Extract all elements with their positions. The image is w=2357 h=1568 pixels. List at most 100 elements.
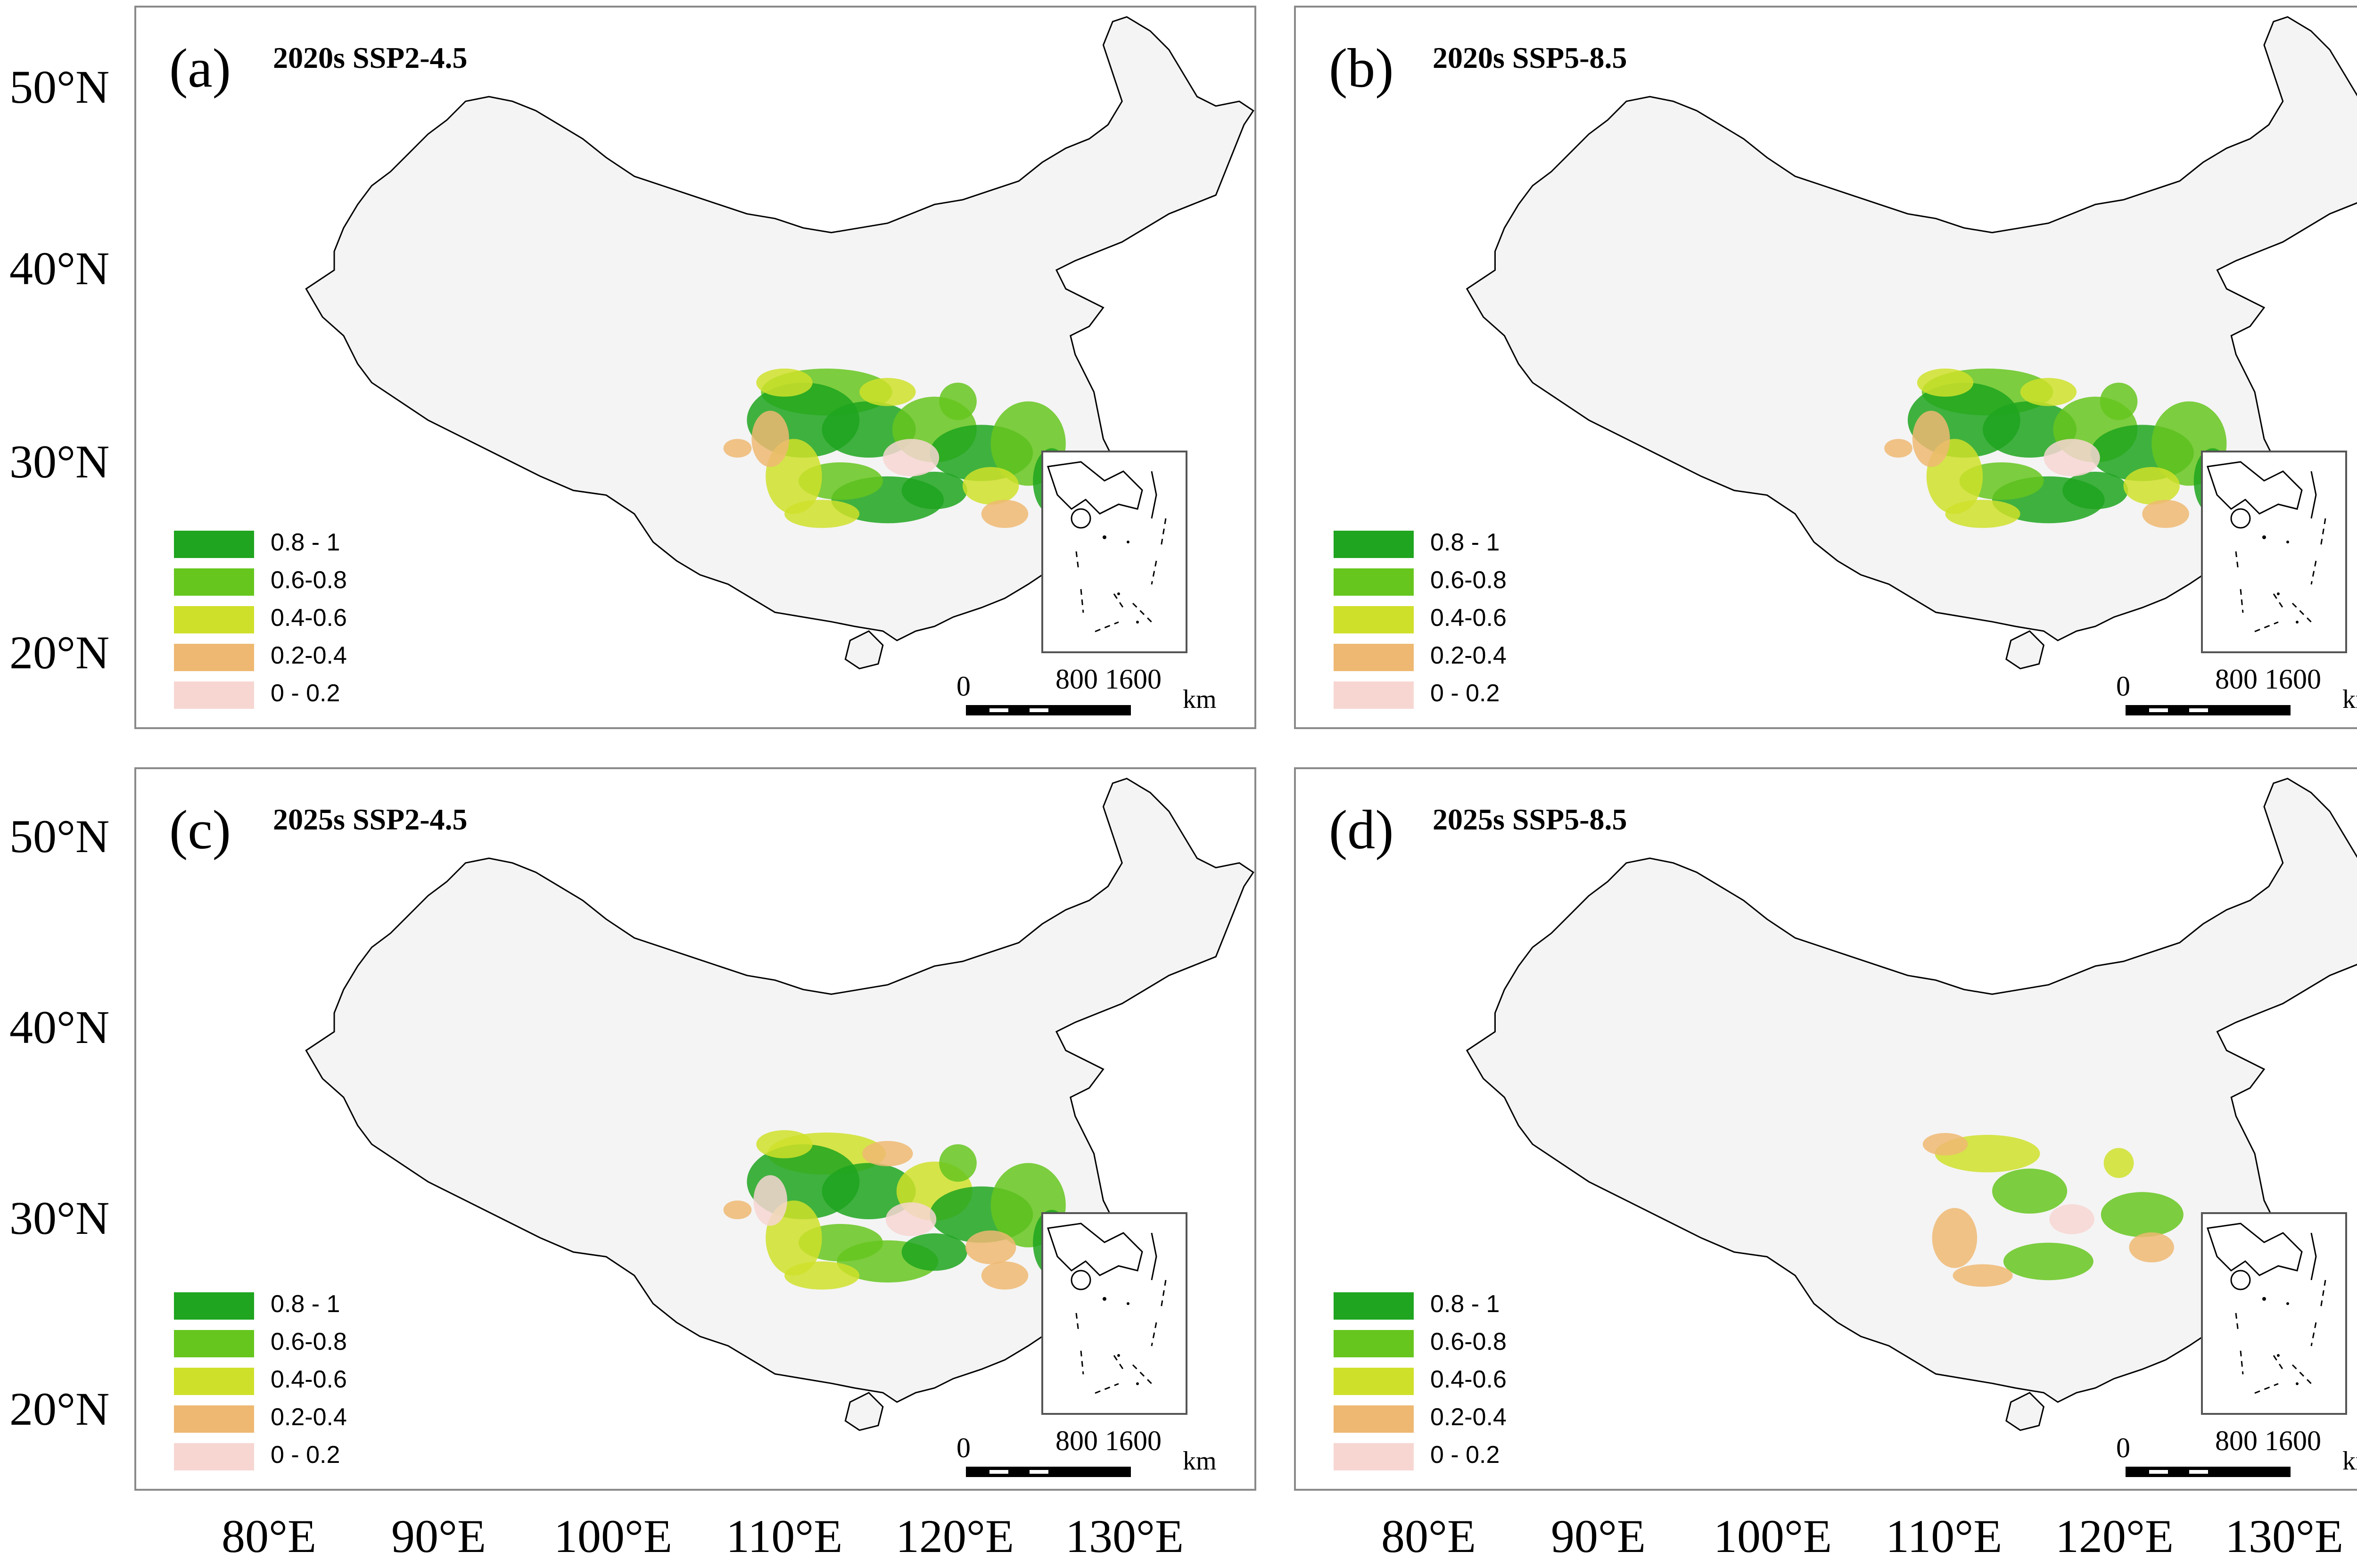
suitability-patch bbox=[756, 1130, 813, 1158]
legend-label: 0.4-0.6 bbox=[1430, 604, 1507, 632]
legend-swatch bbox=[174, 1405, 254, 1433]
legend-swatch bbox=[174, 568, 254, 596]
suitability-patch bbox=[901, 471, 967, 509]
legend-item: 0 - 0.2 bbox=[1334, 677, 1532, 710]
lat-label-40-top: 40°N bbox=[9, 242, 110, 295]
suitability-patch bbox=[756, 368, 813, 397]
legend-item: 0.6-0.8 bbox=[1334, 1325, 1532, 1358]
suitability-patch bbox=[723, 1200, 752, 1219]
lon-label: 90°E bbox=[1551, 1510, 1646, 1562]
legend-label: 0.8 - 1 bbox=[1430, 1290, 1500, 1318]
lon-label: 100°E bbox=[1714, 1510, 1832, 1562]
map-panel-c: (c) 2025s SSP2-4.5 0.8 - 1 0.6-0.8 0.4-0.6 0.… bbox=[134, 767, 1256, 1491]
legend-label: 0.2-0.4 bbox=[271, 642, 347, 669]
legend-label: 0.2-0.4 bbox=[1430, 642, 1507, 669]
legend: 0.8 - 1 0.6-0.8 0.4-0.6 0.2-0.4 0 - 0.2 bbox=[1334, 526, 1532, 714]
suitability-patch bbox=[1945, 500, 2020, 528]
lon-label: 130°E bbox=[2225, 1510, 2344, 1562]
legend-item: 0.8 - 1 bbox=[174, 526, 372, 559]
panel-title: 2025s SSP5-8.5 bbox=[1433, 803, 1627, 836]
suitability-patch bbox=[2142, 500, 2189, 528]
south-china-sea-inset bbox=[1041, 451, 1187, 653]
legend-label: 0.2-0.4 bbox=[271, 1404, 347, 1431]
suitability-patch bbox=[882, 439, 940, 476]
scale-segment bbox=[1030, 1470, 1048, 1474]
legend-label: 0.6-0.8 bbox=[1430, 1328, 1507, 1355]
legend-label: 0.6-0.8 bbox=[271, 566, 347, 594]
legend-item: 0 - 0.2 bbox=[174, 677, 372, 710]
legend-swatch bbox=[174, 606, 254, 633]
legend-item: 0.4-0.6 bbox=[174, 1363, 372, 1396]
legend-swatch bbox=[1334, 1405, 1414, 1433]
lon-label: 100°E bbox=[554, 1510, 673, 1562]
suitability-patch bbox=[981, 1261, 1029, 1290]
legend: 0.8 - 1 0.6-0.8 0.4-0.6 0.2-0.4 0 - 0.2 bbox=[1334, 1288, 1532, 1476]
legend-label: 0.8 - 1 bbox=[271, 529, 340, 556]
suitability-patch bbox=[981, 500, 1029, 528]
suitability-patch bbox=[1932, 1208, 1978, 1268]
scale-tick-label: 0 bbox=[956, 671, 971, 702]
scale-segment bbox=[2189, 1470, 2208, 1474]
hainan-island bbox=[2005, 1392, 2045, 1431]
legend-label: 0.6-0.8 bbox=[1430, 566, 1507, 594]
lon-label: 110°E bbox=[1886, 1510, 2003, 1562]
panel-title: 2025s SSP2-4.5 bbox=[273, 803, 468, 836]
legend-swatch bbox=[174, 681, 254, 709]
suitability-patch bbox=[2044, 439, 2100, 476]
legend-label: 0.2-0.4 bbox=[1430, 1404, 1507, 1431]
suitability-patch bbox=[1917, 368, 1974, 397]
suitability-patch bbox=[2129, 1232, 2174, 1263]
lat-label-50-bottom: 50°N bbox=[9, 810, 110, 862]
suitability-patch bbox=[2062, 471, 2128, 509]
suitability-patch bbox=[965, 1230, 1016, 1264]
south-china-sea-inset bbox=[2201, 1212, 2347, 1415]
suitability-patch bbox=[723, 439, 752, 458]
suitability-patch bbox=[1992, 1168, 2068, 1214]
panel-title: 2020s SSP2-4.5 bbox=[273, 41, 468, 74]
legend-item: 0 - 0.2 bbox=[1334, 1438, 1532, 1471]
legend-label: 0.4-0.6 bbox=[1430, 1366, 1507, 1393]
suitability-patch bbox=[963, 467, 1019, 505]
lat-label-30-bottom: 30°N bbox=[9, 1192, 110, 1244]
scale-bar bbox=[2126, 1467, 2291, 1477]
suitability-patch bbox=[939, 382, 977, 420]
suitability-patch bbox=[784, 1261, 860, 1290]
map-panel-d: (d) 2025s SSP5-8.5 0.8 - 1 0.6-0.8 0.4-0.6 0.… bbox=[1294, 767, 2357, 1491]
suitability-patch bbox=[2020, 378, 2077, 406]
lon-label: 90°E bbox=[391, 1510, 486, 1562]
legend-swatch bbox=[174, 531, 254, 558]
scale-bar bbox=[2126, 705, 2291, 715]
legend-item: 0.2-0.4 bbox=[1334, 639, 1532, 672]
south-china-sea-inset bbox=[2201, 451, 2347, 653]
china-map bbox=[305, 16, 1254, 670]
china-map bbox=[1466, 778, 2357, 1431]
lon-label: 80°E bbox=[222, 1510, 317, 1562]
legend-swatch bbox=[174, 1292, 254, 1320]
suitability-patch bbox=[822, 1163, 916, 1219]
legend-label: 0.4-0.6 bbox=[271, 604, 347, 632]
legend-swatch bbox=[1334, 531, 1414, 558]
inset-map bbox=[2207, 461, 2326, 632]
panel-label: (b) bbox=[1329, 37, 1394, 99]
panel-title: 2020s SSP5-8.5 bbox=[1433, 41, 1627, 74]
legend-item: 0.8 - 1 bbox=[1334, 526, 1532, 559]
lat-label-20-top: 20°N bbox=[9, 626, 110, 679]
scale-tick-label: 0 bbox=[2116, 671, 2130, 702]
legend-label: 0.6-0.8 bbox=[271, 1328, 347, 1355]
suitability-patch bbox=[1912, 410, 1950, 467]
legend-swatch bbox=[174, 1330, 254, 1357]
map-panel-a: (a) 2020s SSP2-4.5 0.8 - 1 0.6-0.8 0.4-0.6 0.… bbox=[134, 6, 1256, 729]
scale-tick-label: 0 bbox=[2116, 1432, 2130, 1463]
suitability-patch bbox=[1884, 439, 1912, 458]
legend-swatch bbox=[1334, 644, 1414, 671]
scale-segment bbox=[2189, 708, 2208, 712]
suitability-patch bbox=[2101, 1192, 2184, 1237]
legend-item: 0.8 - 1 bbox=[1334, 1288, 1532, 1321]
lon-label: 110°E bbox=[726, 1510, 843, 1562]
inset-map bbox=[2207, 1223, 2326, 1394]
scale-tick-label: 800 1600 bbox=[1055, 1425, 1162, 1456]
scale-unit: km bbox=[2342, 1446, 2357, 1476]
suitability-patch bbox=[885, 1202, 937, 1236]
legend-item: 0 - 0.2 bbox=[174, 1438, 372, 1471]
suitability-patch bbox=[784, 500, 860, 528]
